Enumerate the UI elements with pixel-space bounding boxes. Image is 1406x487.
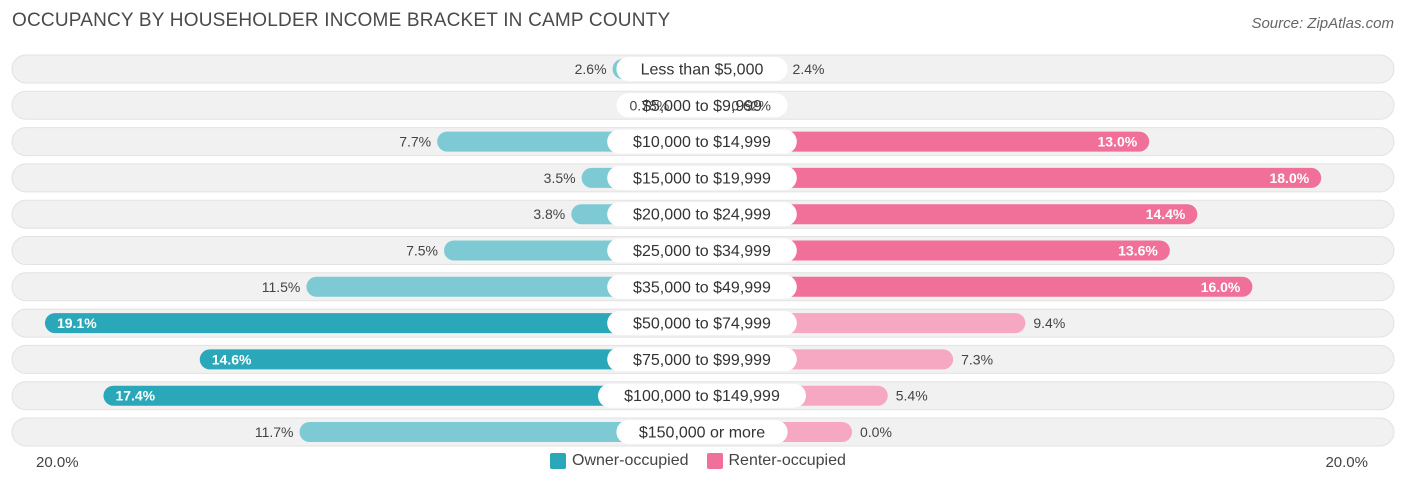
- owner-bar: [44, 313, 702, 334]
- renter-value-label: 0.0%: [860, 424, 892, 440]
- category-label: $10,000 to $14,999: [633, 134, 771, 151]
- owner-value-label: 17.4%: [115, 388, 155, 404]
- renter-value-label: 5.4%: [896, 388, 928, 404]
- category-label-pill: [607, 274, 797, 299]
- category-label-pill: [616, 93, 788, 118]
- owner-bar: [199, 349, 702, 370]
- legend-owner-swatch: [550, 453, 566, 469]
- category-label: $50,000 to $74,999: [633, 316, 771, 333]
- owner-value-label: 19.1%: [57, 315, 97, 331]
- renter-value-label: 13.6%: [1118, 243, 1158, 259]
- category-label: $100,000 to $149,999: [624, 388, 780, 405]
- owner-bar: [306, 276, 702, 297]
- renter-bar: [702, 240, 1170, 261]
- renter-value-label: 0.62%: [731, 97, 771, 113]
- owner-value-label: 3.5%: [544, 170, 576, 186]
- category-label: $35,000 to $49,999: [633, 279, 771, 296]
- owner-value-label: 11.7%: [255, 424, 294, 440]
- renter-bar: [702, 167, 1322, 188]
- renter-bar: [702, 276, 1253, 297]
- owner-value-label: 7.5%: [406, 243, 438, 259]
- owner-value-label: 11.5%: [262, 279, 301, 295]
- legend: Owner-occupied Renter-occupied: [550, 452, 846, 470]
- axis-left-label: 20.0%: [36, 454, 79, 471]
- category-label: $75,000 to $99,999: [633, 352, 771, 369]
- renter-value-label: 9.4%: [1033, 315, 1065, 331]
- owner-value-label: 14.6%: [212, 351, 252, 367]
- category-label: $25,000 to $34,999: [633, 243, 771, 260]
- category-label-pill: [607, 311, 797, 336]
- category-label: Less than $5,000: [641, 62, 764, 79]
- legend-owner[interactable]: Owner-occupied: [550, 452, 689, 470]
- category-label-pill: [616, 420, 788, 444]
- owner-bar: [103, 385, 702, 406]
- category-label-pill: [607, 129, 797, 154]
- renter-value-label: 2.4%: [793, 61, 825, 77]
- category-label-pill: [607, 202, 797, 227]
- category-label-pill: [598, 383, 806, 408]
- renter-value-label: 7.3%: [961, 351, 993, 367]
- legend-renter[interactable]: Renter-occupied: [706, 452, 846, 470]
- chart-source: Source: ZipAtlas.com: [1251, 15, 1394, 32]
- category-label-pill: [607, 165, 797, 190]
- category-label-pill: [607, 347, 797, 372]
- category-label-pill: [607, 238, 797, 263]
- legend-renter-label: Renter-occupied: [728, 452, 846, 469]
- chart-title: OCCUPANCY BY HOUSEHOLDER INCOME BRACKET …: [12, 10, 671, 31]
- renter-bar: [702, 131, 1150, 152]
- owner-value-label: 2.6%: [575, 61, 607, 77]
- axis-right-label: 20.0%: [1325, 454, 1368, 471]
- owner-bar: [299, 422, 702, 442]
- owner-value-label: 7.7%: [399, 134, 431, 150]
- legend-owner-label: Owner-occupied: [572, 452, 689, 469]
- owner-value-label: 0.78%: [629, 97, 669, 113]
- owner-value-label: 3.8%: [533, 206, 565, 222]
- renter-value-label: 18.0%: [1269, 170, 1309, 186]
- renter-value-label: 16.0%: [1201, 279, 1241, 295]
- renter-value-label: 14.4%: [1146, 206, 1186, 222]
- renter-bar: [702, 204, 1198, 225]
- category-label: $150,000 or more: [639, 425, 765, 442]
- category-label: $15,000 to $19,999: [633, 170, 771, 187]
- category-label: $20,000 to $24,999: [633, 207, 771, 224]
- legend-renter-swatch: [706, 453, 723, 469]
- category-label: $5,000 to $9,999: [642, 98, 762, 115]
- category-label-pill: [616, 57, 788, 81]
- renter-value-label: 13.0%: [1097, 134, 1137, 150]
